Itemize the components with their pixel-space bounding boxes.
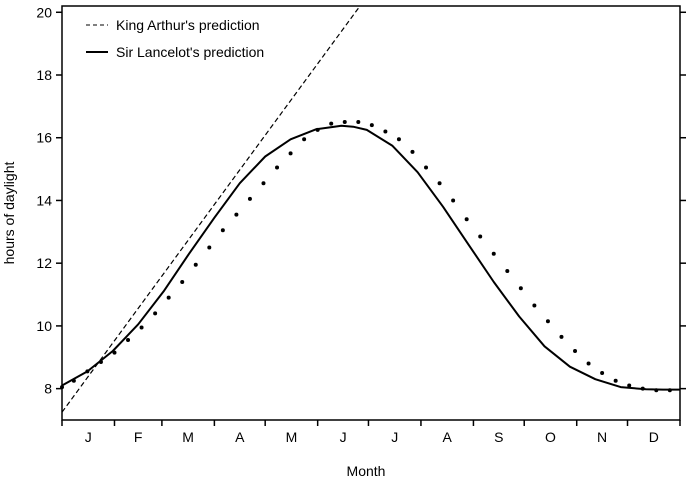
y-tick-label: 20 xyxy=(36,4,52,20)
observation-point xyxy=(667,388,672,393)
x-tick-label: J xyxy=(340,429,347,445)
observation-point xyxy=(505,269,510,274)
observation-point xyxy=(153,311,158,316)
observation-point xyxy=(532,303,537,308)
observation-point xyxy=(329,121,334,126)
observation-point xyxy=(383,129,388,134)
observation-point xyxy=(518,286,523,291)
plot-frame xyxy=(61,5,681,421)
y-tick-label: 16 xyxy=(36,130,52,146)
observation-point xyxy=(315,127,320,132)
y-axis-label: hours of daylight xyxy=(1,162,17,265)
observation-point xyxy=(545,319,550,324)
x-tick-label: N xyxy=(597,429,607,445)
legend-label-king-arthur: King Arthur's prediction xyxy=(116,17,260,33)
observation-point xyxy=(464,217,469,222)
observation-point xyxy=(586,361,591,366)
observation-point xyxy=(60,385,64,390)
observation-point xyxy=(396,137,401,142)
y-tick-label: 10 xyxy=(36,318,52,334)
x-tick-label: O xyxy=(545,429,556,445)
observation-point xyxy=(640,386,645,391)
observation-point xyxy=(247,196,252,201)
observation-point xyxy=(437,181,442,186)
observation-point xyxy=(126,338,131,343)
legend: King Arthur's prediction Sir Lancelot's … xyxy=(86,17,264,60)
legend-label-sir-lancelot: Sir Lancelot's prediction xyxy=(116,44,264,60)
observation-point xyxy=(85,369,90,374)
king-arthur-prediction-line xyxy=(62,6,361,413)
observation-point xyxy=(220,228,225,233)
observation-point xyxy=(369,123,374,128)
observation-point xyxy=(275,165,280,170)
y-axis: 8 10 12 14 16 18 20 xyxy=(36,4,686,397)
observation-point xyxy=(478,234,483,239)
observation-point xyxy=(654,388,659,393)
observation-point xyxy=(166,295,171,300)
x-tick-label: M xyxy=(286,429,298,445)
observation-point xyxy=(71,378,76,383)
observation-point xyxy=(234,212,239,217)
observation-point xyxy=(112,350,117,355)
x-tick-label: F xyxy=(134,429,143,445)
observation-point xyxy=(600,370,605,375)
observation-point xyxy=(410,149,415,154)
observation-point xyxy=(491,251,496,256)
observation-point xyxy=(193,262,198,267)
y-tick-label: 14 xyxy=(36,192,52,208)
y-tick-label: 12 xyxy=(36,255,52,271)
observation-point xyxy=(613,378,618,383)
observation-point xyxy=(424,165,429,170)
y-tick-label: 8 xyxy=(44,381,52,397)
x-axis-label: Month xyxy=(347,463,386,478)
observation-point xyxy=(342,120,347,125)
sir-lancelot-prediction-line xyxy=(62,124,680,391)
x-tick-label: J xyxy=(391,429,398,445)
observation-point xyxy=(627,383,632,388)
x-tick-label: A xyxy=(443,429,453,445)
observation-point xyxy=(98,359,103,364)
series-layer xyxy=(60,6,680,413)
observation-point xyxy=(573,349,578,353)
observation-point xyxy=(288,151,293,156)
observation-point xyxy=(207,245,212,250)
x-tick-label: M xyxy=(182,429,194,445)
observation-point xyxy=(356,120,361,125)
observation-point xyxy=(261,181,266,186)
observation-point xyxy=(139,325,144,330)
x-tick-label: A xyxy=(235,429,245,445)
x-tick-label: D xyxy=(649,429,659,445)
observation-point xyxy=(451,198,456,203)
x-tick-label: S xyxy=(494,429,503,445)
x-tick-label: J xyxy=(85,429,92,445)
observation-point xyxy=(180,280,185,284)
y-tick-label: 18 xyxy=(36,67,52,83)
observation-point xyxy=(559,334,564,339)
observation-point xyxy=(302,137,307,142)
